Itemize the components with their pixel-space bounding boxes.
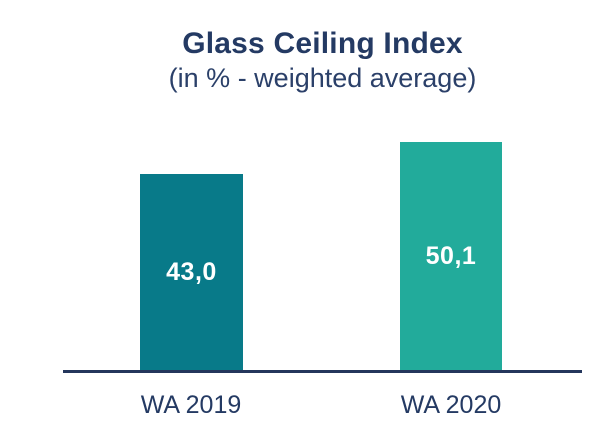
bar-wa-2019: 43,0 (140, 174, 243, 370)
bar-value-label-wa-2019: 43,0 (166, 257, 217, 286)
x-axis-label-wa-2019: WA 2019 (140, 391, 242, 419)
x-axis-baseline (63, 370, 582, 373)
bar-wa-2020: 50,1 (400, 142, 502, 370)
x-axis-label-wa-2020: WA 2020 (400, 391, 502, 419)
chart-subtitle: (in % - weighted average) (168, 63, 477, 93)
chart-title: Glass Ceiling Index (182, 27, 463, 60)
bar-value-label-wa-2020: 50,1 (425, 241, 477, 270)
